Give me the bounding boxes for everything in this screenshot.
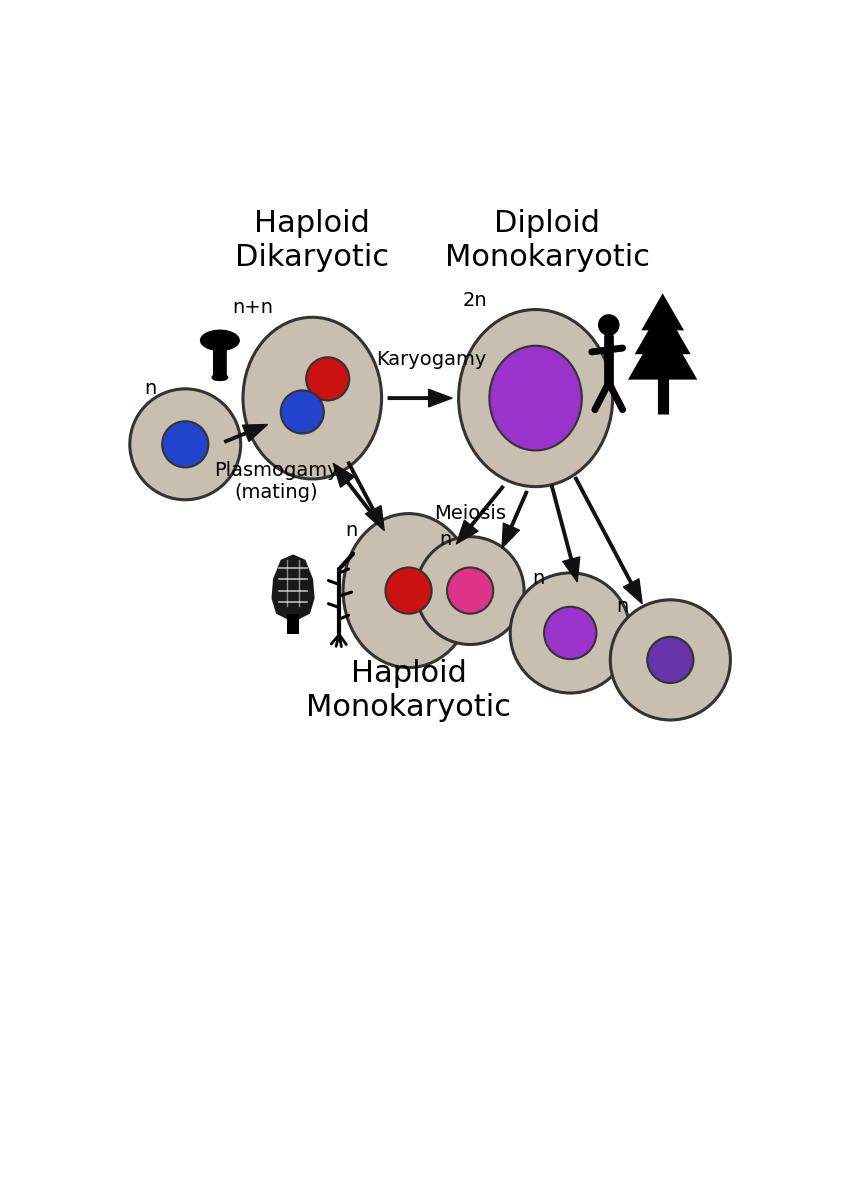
FancyArrowPatch shape: [347, 462, 384, 530]
FancyArrowPatch shape: [550, 485, 580, 582]
Ellipse shape: [200, 330, 240, 352]
Ellipse shape: [211, 373, 228, 382]
FancyArrowPatch shape: [574, 476, 642, 604]
Text: n: n: [346, 521, 357, 540]
Text: n: n: [144, 379, 157, 398]
Ellipse shape: [343, 514, 474, 667]
Text: Karyogamy: Karyogamy: [376, 350, 486, 370]
Text: Meiosis: Meiosis: [434, 504, 506, 523]
FancyArrowPatch shape: [334, 463, 377, 520]
Ellipse shape: [243, 317, 381, 479]
Bar: [287, 614, 299, 635]
Text: n: n: [440, 530, 452, 550]
Text: Plasmogamy
(mating): Plasmogamy (mating): [214, 461, 339, 502]
Circle shape: [306, 358, 349, 401]
Text: Diploid
Monokaryotic: Diploid Monokaryotic: [445, 209, 649, 271]
FancyArrowPatch shape: [388, 389, 452, 407]
Circle shape: [610, 600, 730, 720]
Text: n+n: n+n: [233, 298, 273, 317]
Circle shape: [281, 390, 323, 433]
Text: Haploid
Monokaryotic: Haploid Monokaryotic: [306, 660, 511, 722]
Circle shape: [416, 536, 524, 644]
Circle shape: [647, 637, 694, 683]
PathPatch shape: [272, 554, 315, 619]
Text: 2n: 2n: [463, 290, 487, 310]
Circle shape: [447, 568, 493, 613]
FancyBboxPatch shape: [213, 337, 227, 380]
FancyArrowPatch shape: [502, 491, 528, 548]
Circle shape: [162, 421, 208, 467]
FancyArrowPatch shape: [457, 486, 504, 544]
Text: n: n: [531, 569, 544, 588]
FancyArrowPatch shape: [224, 425, 267, 443]
Text: Haploid
Dikaryotic: Haploid Dikaryotic: [235, 209, 390, 271]
Circle shape: [510, 572, 630, 694]
Circle shape: [598, 314, 620, 336]
Text: n: n: [616, 596, 629, 616]
Ellipse shape: [489, 346, 582, 450]
Circle shape: [544, 607, 597, 659]
Ellipse shape: [458, 310, 613, 487]
Circle shape: [130, 389, 240, 499]
Circle shape: [385, 568, 431, 613]
